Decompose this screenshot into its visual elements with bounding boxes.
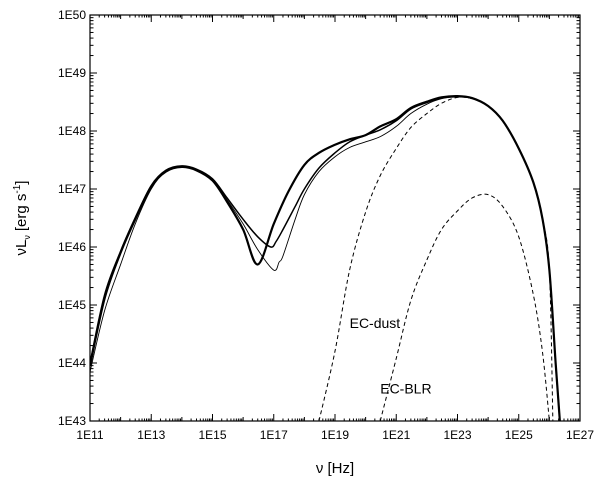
series-ec-blr-line: [379, 193, 550, 421]
x-tick-label: 1E11: [76, 428, 103, 442]
y-axis-title-unit: [erg s: [13, 194, 30, 232]
y-tick-label: 1E44: [58, 356, 86, 370]
y-axis-title-close: ]: [13, 181, 30, 185]
x-tick-label: 1E27: [566, 428, 594, 442]
annotation-ec-blr: EC-BLR: [380, 380, 431, 396]
annotation-ec-dust: EC-dust: [350, 315, 401, 331]
curve-group: [90, 94, 561, 421]
y-tick-label: 1E50: [58, 8, 86, 22]
tick-group: [89, 14, 581, 422]
y-axis-title-main: νL: [13, 240, 30, 256]
series-ec-dust-line: [318, 96, 554, 421]
x-tick-label: 1E19: [321, 428, 349, 442]
y-tick-label: 1E49: [58, 66, 86, 80]
x-tick-label: 1E23: [443, 428, 471, 442]
x-tick-label: 1E25: [505, 428, 533, 442]
y-tick-label: 1E46: [58, 240, 86, 254]
y-tick-label: 1E43: [58, 414, 86, 428]
x-tick-label: 1E21: [382, 428, 410, 442]
y-tick-label: 1E48: [58, 124, 86, 138]
y-axis-title-exp: -1: [12, 184, 23, 193]
annotation-group: EC-dust EC-BLR: [350, 315, 432, 396]
tick-label-group: 1E11 1E13 1E15 1E17 1E19 1E21 1E23 1E25 1E27 1E43…: [58, 8, 594, 442]
y-axis-title: νLν [erg s-1]: [12, 181, 32, 256]
x-tick-label: 1E15: [198, 428, 226, 442]
x-axis-title: ν [Hz]: [316, 460, 354, 477]
y-tick-label: 1E47: [58, 182, 86, 196]
y-tick-label: 1E45: [58, 298, 86, 312]
x-tick-label: 1E17: [260, 428, 288, 442]
y-axis-title-sub: ν: [22, 235, 32, 240]
x-tick-label: 1E13: [137, 428, 165, 442]
